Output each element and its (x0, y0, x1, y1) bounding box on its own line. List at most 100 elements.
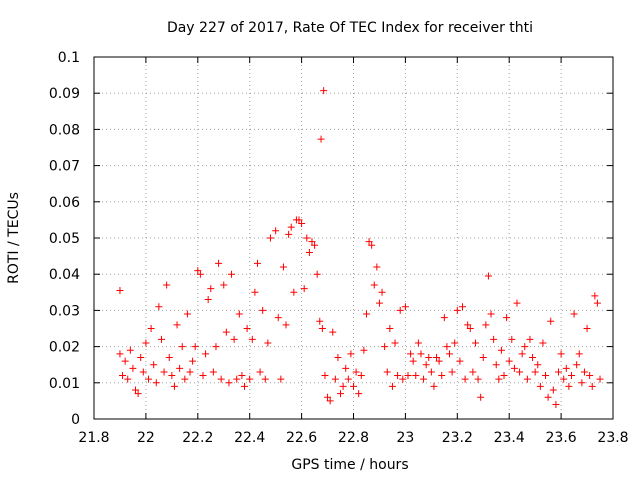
data-point (544, 393, 552, 401)
data-point (334, 353, 342, 361)
data-point (251, 288, 259, 296)
data-point (534, 361, 542, 369)
data-point (168, 372, 176, 380)
data-point (495, 375, 503, 383)
data-point (490, 335, 498, 343)
data-point (266, 234, 274, 242)
data-point (316, 317, 324, 325)
x-tick-label: 22.8 (338, 430, 369, 446)
data-point (253, 259, 261, 267)
data-point (388, 382, 396, 390)
data-point (191, 343, 199, 351)
data-point (152, 379, 160, 387)
data-point (324, 393, 332, 401)
x-tick-label: 22.6 (286, 430, 317, 446)
data-point (492, 361, 500, 369)
data-point (378, 288, 386, 296)
data-point (207, 285, 215, 293)
x-tick-label: 23.6 (546, 430, 577, 446)
data-point (487, 310, 495, 318)
data-point (142, 339, 150, 347)
data-point (505, 357, 513, 365)
data-point (331, 375, 339, 383)
data-point (279, 263, 287, 271)
data-point (350, 382, 357, 390)
data-point (196, 270, 204, 278)
data-point (414, 339, 422, 347)
data-point (529, 353, 537, 361)
data-point (246, 375, 254, 383)
data-point (357, 372, 365, 380)
data-point (173, 321, 181, 329)
data-point (160, 368, 168, 376)
data-point (521, 343, 529, 351)
data-point (583, 325, 591, 332)
data-point (523, 375, 531, 383)
data-point (155, 303, 163, 311)
data-point (157, 335, 165, 343)
data-point (318, 325, 326, 332)
data-point (593, 299, 601, 307)
data-points (116, 87, 604, 409)
data-point (375, 299, 383, 307)
data-point (370, 281, 378, 289)
data-point (461, 375, 469, 383)
data-point (427, 368, 435, 376)
data-point (386, 325, 394, 332)
data-point (285, 230, 293, 238)
data-point (526, 335, 534, 343)
data-point (215, 259, 223, 267)
data-point (119, 372, 127, 380)
data-point (277, 375, 285, 383)
data-point (562, 364, 570, 372)
data-point (264, 339, 272, 347)
data-point (305, 248, 313, 256)
data-point (222, 328, 230, 336)
data-point (317, 135, 325, 143)
data-point (186, 368, 194, 376)
data-point (482, 321, 490, 329)
data-point (422, 361, 430, 369)
data-point (407, 350, 415, 358)
data-point (126, 346, 134, 354)
data-point (368, 241, 376, 249)
y-axis-label: ROTI / TECUs (6, 192, 22, 284)
data-point (321, 372, 329, 380)
data-point (396, 306, 404, 314)
data-point (446, 350, 454, 358)
data-point (513, 299, 521, 307)
data-point (248, 335, 256, 343)
data-point (134, 390, 142, 398)
data-point (137, 353, 145, 361)
data-point (425, 353, 433, 361)
data-point (228, 270, 236, 278)
data-point (241, 382, 249, 390)
data-point (355, 390, 363, 398)
data-point (259, 306, 267, 314)
data-point (144, 375, 152, 383)
data-point (464, 321, 472, 329)
data-point (591, 292, 599, 300)
x-tick-label: 22.2 (182, 430, 213, 446)
data-point (484, 272, 492, 280)
data-point (547, 317, 555, 325)
data-point (435, 357, 443, 365)
data-point (443, 343, 451, 351)
data-point (311, 241, 319, 249)
data-point (132, 386, 140, 394)
data-point (578, 379, 586, 387)
x-tick-label: 23.4 (494, 430, 525, 446)
data-point (440, 314, 448, 322)
data-point (360, 346, 368, 354)
x-tick-labels: 21.8 22 22.2 22.4 22.6 22.8 23 23.2 23.4 23.6 23.8 (78, 430, 628, 446)
data-point (409, 357, 417, 365)
data-point (433, 353, 441, 361)
data-point (243, 325, 251, 332)
data-point (381, 343, 389, 351)
x-tick-label: 22.4 (234, 430, 265, 446)
data-point (456, 357, 464, 365)
x-tick-label: 23.8 (597, 430, 628, 446)
data-point (272, 227, 280, 235)
data-point (536, 382, 544, 390)
x-tick-label: 22 (137, 430, 155, 446)
